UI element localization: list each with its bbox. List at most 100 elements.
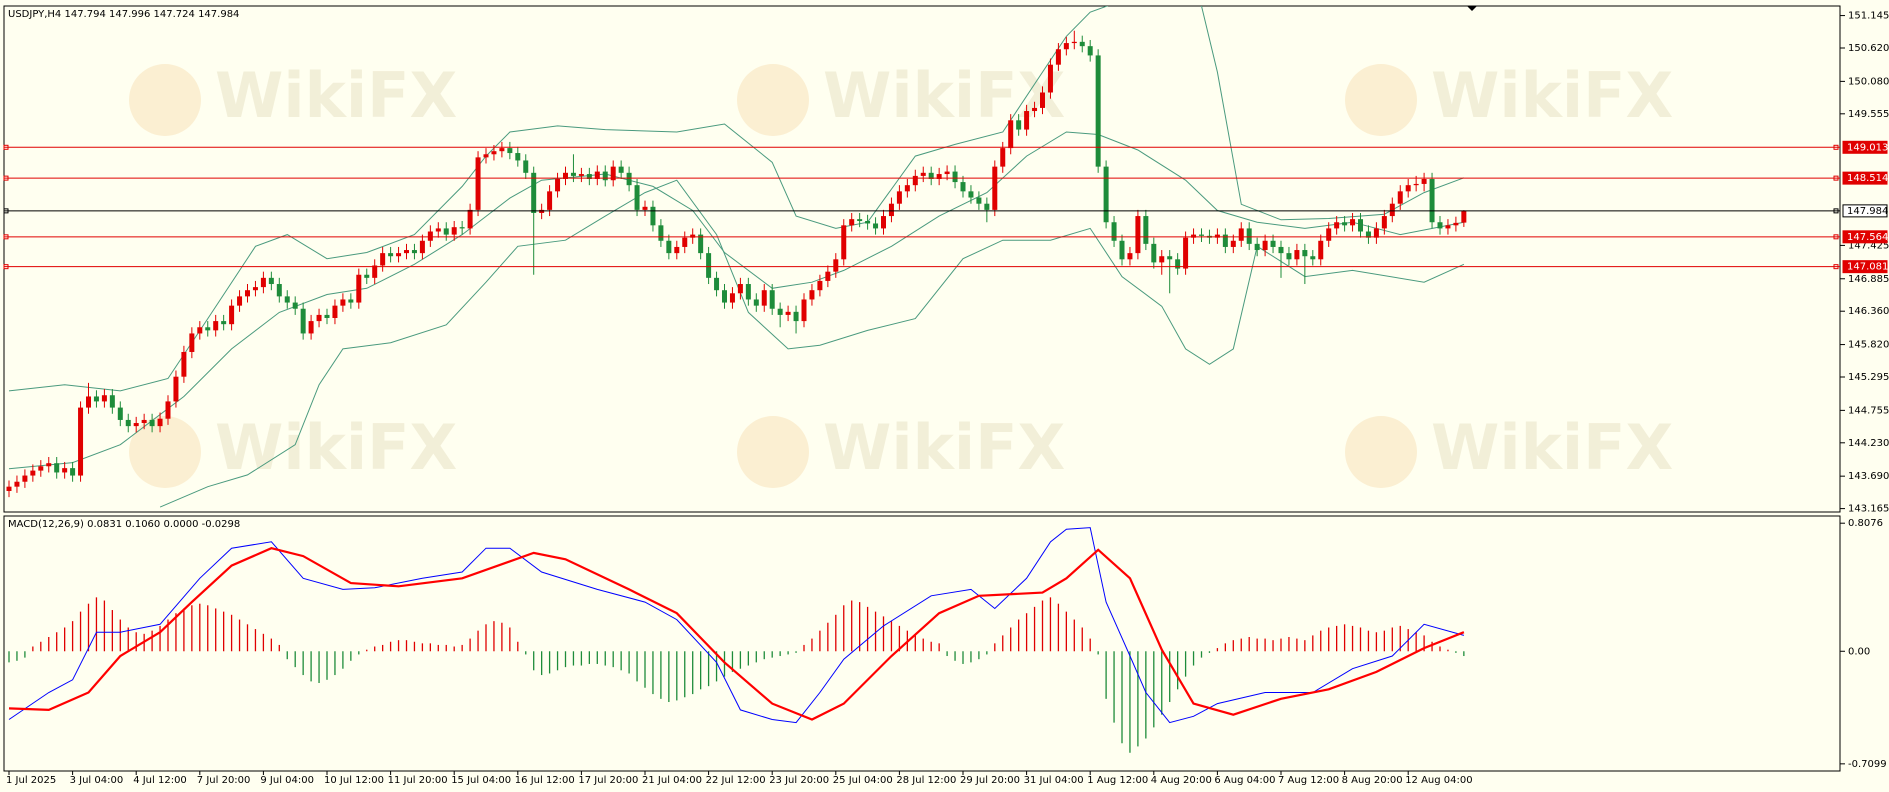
- candle-body: [793, 311, 799, 322]
- candle-body: [1326, 228, 1332, 241]
- level-marker: [3, 264, 9, 270]
- candle-body: [1214, 234, 1220, 238]
- x-tick-label: 29 Jul 20:00: [960, 775, 1020, 786]
- candle-body: [165, 401, 171, 419]
- candle-body: [356, 274, 362, 303]
- x-tick-label: 15 Jul 04:00: [451, 775, 511, 786]
- candle-body: [865, 221, 871, 224]
- candle-body: [1278, 246, 1284, 254]
- level-label-box: [1842, 140, 1888, 154]
- candle-body: [888, 203, 894, 217]
- candle-body: [1429, 178, 1435, 223]
- level-label: 147.081: [1847, 262, 1888, 273]
- main-plot: [4, 6, 1840, 508]
- x-tick-label: 31 Jul 04:00: [1024, 775, 1084, 786]
- macd-pane: [3, 515, 1841, 772]
- x-tick-label: 28 Jul 12:00: [896, 775, 956, 786]
- candle-body: [1389, 203, 1395, 217]
- candle-body: [904, 185, 910, 192]
- candle-body: [1071, 41, 1077, 44]
- candle-body: [984, 203, 990, 210]
- macd-signal-line: [8, 547, 1465, 721]
- level-label-box: [1842, 171, 1888, 185]
- candle-body: [777, 308, 783, 315]
- candle-body: [1413, 183, 1419, 186]
- watermark-icon: [129, 64, 201, 136]
- candle-body: [348, 299, 354, 303]
- candle-body: [1254, 243, 1260, 251]
- candle-body: [427, 231, 433, 241]
- candle-body: [141, 419, 147, 424]
- candle-body: [936, 174, 942, 179]
- candle-body: [1159, 256, 1165, 263]
- candle-body: [475, 157, 481, 210]
- candle-body: [531, 172, 537, 213]
- candle-body: [245, 290, 250, 297]
- candle-body: [634, 185, 640, 210]
- candle-body: [841, 225, 847, 260]
- candle-body: [722, 290, 727, 303]
- candle-body: [388, 253, 394, 257]
- x-tick-label: 9 Jul 04:00: [260, 775, 314, 786]
- candle-body: [706, 253, 712, 278]
- candle-body: [1230, 240, 1236, 247]
- candle-body: [22, 475, 28, 482]
- candle-body: [682, 237, 688, 247]
- candle-body: [912, 175, 918, 186]
- candle-body: [1191, 234, 1197, 238]
- level-label-box: [1842, 204, 1888, 218]
- candle-body: [14, 481, 20, 487]
- candle-body: [491, 151, 497, 155]
- candle-body: [189, 333, 195, 352]
- candle-body: [896, 191, 902, 204]
- candle-body: [93, 396, 99, 402]
- watermark-text: WikiFX: [215, 59, 457, 132]
- y-tick-label: 144.230: [1848, 438, 1889, 449]
- candle-body: [729, 293, 735, 303]
- candle-body: [30, 470, 36, 476]
- candle-body: [1461, 210, 1467, 223]
- x-tick-label: 12 Aug 04:00: [1405, 775, 1472, 786]
- bollinger-lower: [159, 179, 1465, 508]
- level-label-box: [1842, 230, 1888, 244]
- candle-body: [547, 191, 553, 210]
- candle-body: [1032, 107, 1038, 112]
- candle-body: [372, 265, 378, 278]
- candle-body: [86, 396, 91, 408]
- candle-body: [1063, 43, 1069, 50]
- candle-body: [1103, 166, 1109, 223]
- candle-body: [1238, 228, 1244, 241]
- candle-body: [618, 166, 624, 173]
- candle-body: [1151, 243, 1157, 263]
- level-marker: [1833, 144, 1839, 150]
- candle-body: [658, 225, 664, 241]
- x-tick-label: 6 Aug 04:00: [1214, 775, 1275, 786]
- candle-body: [324, 314, 330, 319]
- watermark-text: WikiFX: [215, 411, 457, 484]
- x-tick-label: 4 Aug 20:00: [1151, 775, 1212, 786]
- candle-body: [268, 277, 274, 285]
- candle-body: [54, 463, 60, 473]
- level-marker: [3, 208, 9, 214]
- candle-body: [1143, 216, 1149, 244]
- candle-body: [769, 290, 775, 309]
- candle-body: [46, 463, 52, 467]
- y-tick-label: 150.620: [1848, 43, 1889, 54]
- candle-body: [205, 327, 211, 331]
- candle-body: [881, 216, 886, 229]
- watermark-text: WikiFX: [1431, 411, 1673, 484]
- candle-body: [276, 284, 282, 297]
- x-tick-label: 22 Jul 12:00: [706, 775, 766, 786]
- candle-body: [1167, 256, 1173, 260]
- candle-body: [515, 153, 521, 161]
- candle-body: [952, 171, 958, 183]
- x-tick-label: 7 Jul 20:00: [197, 775, 251, 786]
- candle-body: [1318, 240, 1324, 260]
- chart-header: USDJPY,H4 147.794 147.996 147.724 147.98…: [8, 9, 239, 20]
- x-tick-label: 1 Aug 12:00: [1087, 775, 1148, 786]
- candle-body: [920, 172, 926, 176]
- candle-body: [1175, 259, 1181, 269]
- candle-body: [1127, 253, 1133, 260]
- candle-body: [761, 290, 767, 306]
